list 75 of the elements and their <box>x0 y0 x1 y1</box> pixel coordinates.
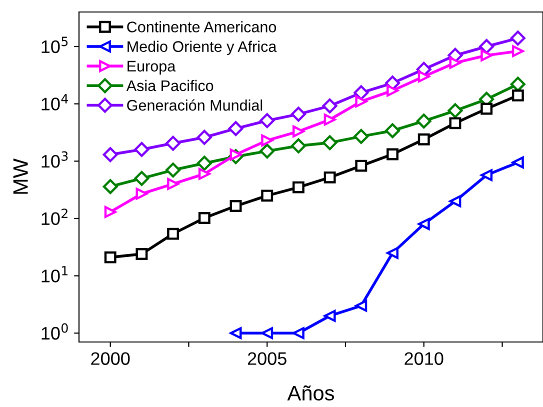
x-axis-title: Años <box>287 385 334 401</box>
point <box>102 147 118 162</box>
point <box>512 89 524 102</box>
point <box>418 133 430 146</box>
point <box>449 195 462 208</box>
y-axis-title: MW <box>13 158 28 194</box>
point <box>261 134 274 146</box>
point <box>167 178 180 190</box>
point <box>480 102 493 115</box>
point <box>166 136 181 151</box>
point <box>386 148 398 160</box>
point <box>134 170 150 186</box>
point <box>290 106 306 122</box>
point <box>324 310 336 322</box>
point <box>324 171 336 184</box>
point <box>260 144 275 159</box>
point <box>134 142 150 157</box>
point <box>196 130 212 145</box>
point <box>166 162 181 178</box>
point <box>385 123 400 138</box>
point <box>136 248 148 260</box>
point <box>322 98 338 114</box>
legend-label: Asia Pacifico <box>126 80 214 92</box>
point <box>198 212 210 224</box>
point <box>449 56 462 69</box>
point <box>418 218 430 230</box>
point <box>512 156 524 168</box>
point <box>479 39 494 54</box>
point <box>510 30 526 46</box>
point <box>290 138 306 154</box>
point <box>418 70 430 82</box>
y-tick-label: 10$^{0}$ <box>42 323 68 340</box>
point <box>416 114 432 129</box>
point <box>322 135 338 150</box>
point <box>104 251 116 264</box>
point <box>136 188 148 200</box>
point <box>261 190 274 202</box>
legend-label: Continente Americano <box>127 21 276 32</box>
y-tick-label: 10$^{5}$ <box>42 36 68 54</box>
point <box>260 113 275 128</box>
point <box>355 160 368 172</box>
legend-label: Generación Mundial <box>127 99 262 111</box>
point <box>104 206 116 218</box>
point <box>354 85 369 100</box>
y-tick-label: 10$^{2}$ <box>42 208 68 226</box>
point <box>196 156 212 171</box>
point <box>512 45 524 58</box>
point <box>292 181 304 194</box>
point <box>480 49 493 62</box>
y-tick-label: 10$^{3}$ <box>42 151 68 168</box>
y-tick-label: 10$^{1}$ <box>42 266 68 282</box>
x-tick-label: 2010 <box>404 352 444 365</box>
point <box>354 128 369 144</box>
point <box>292 125 304 138</box>
point <box>355 95 368 108</box>
legend-label: Medio Oriente y Africa <box>128 40 277 55</box>
point <box>292 327 304 340</box>
point <box>230 200 242 212</box>
point <box>449 117 462 130</box>
point <box>448 103 463 118</box>
x-tick-label: 2000 <box>91 352 130 365</box>
point <box>386 84 398 97</box>
point <box>198 168 210 180</box>
point <box>324 114 336 126</box>
y-tick-label: 10$^{4}$ <box>42 94 68 110</box>
point <box>480 169 493 182</box>
legend-label: Europa <box>128 60 176 75</box>
point <box>102 179 118 194</box>
point <box>355 300 368 312</box>
point <box>228 121 244 136</box>
point <box>167 228 180 240</box>
x-tick-label: 2005 <box>248 352 286 365</box>
point <box>261 327 274 340</box>
point <box>386 247 398 259</box>
point <box>230 327 242 340</box>
